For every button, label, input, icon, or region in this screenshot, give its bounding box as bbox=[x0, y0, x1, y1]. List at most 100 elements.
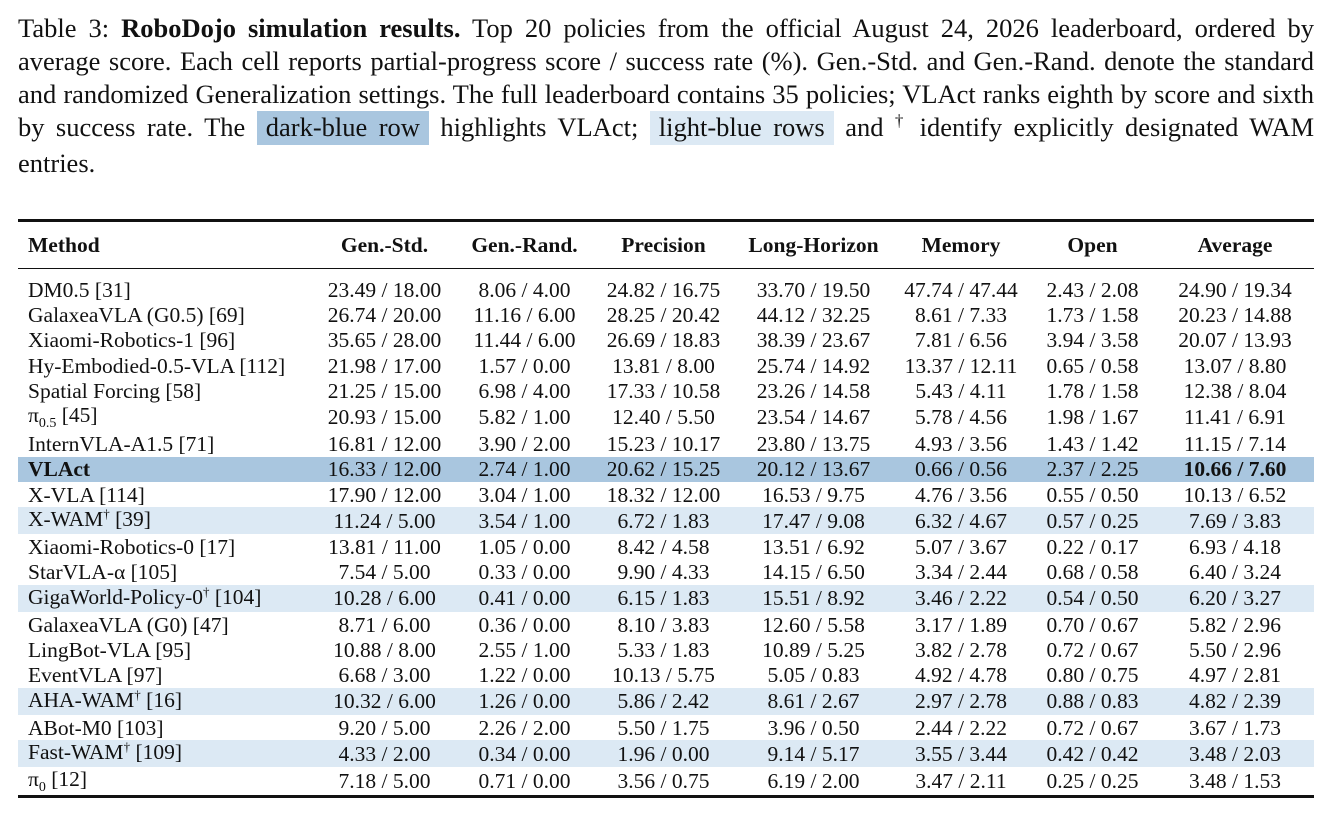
precision-cell: 15.23 / 10.17 bbox=[606, 432, 721, 457]
method-subscript: 0.5 bbox=[38, 416, 57, 432]
method-name: π bbox=[28, 767, 39, 792]
gen-std-cell: 6.68 / 3.00 bbox=[338, 663, 431, 688]
long-horizon-cell: 3.96 / 0.50 bbox=[767, 715, 860, 740]
citation-ref: [71] bbox=[173, 432, 215, 457]
table-row: EventVLA [97] 6.68 / 3.00 1.22 / 0.00 10.13… bbox=[18, 663, 1314, 688]
header-gen-std: Gen.-Std. bbox=[340, 232, 429, 257]
long-horizon-cell: 20.12 / 13.67 bbox=[734, 456, 893, 483]
average-cell: 24.90 / 19.34 bbox=[1178, 277, 1292, 302]
method-cell: Hy-Embodied-0.5-VLA [112] bbox=[18, 353, 313, 378]
open-cell: 0.70 / 0.67 bbox=[1046, 612, 1139, 637]
open-cell: 1.78 / 1.58 bbox=[1046, 378, 1139, 403]
method-cell: StarVLA-α [105] bbox=[18, 560, 313, 585]
results-table: Method Gen.-Std. Gen.-Rand. Precision Lo… bbox=[18, 222, 1314, 795]
precision-cell: 3.56 / 0.75 bbox=[617, 769, 710, 794]
table-row: LingBot-VLA [95] 10.88 / 8.00 2.55 / 1.00 5… bbox=[18, 637, 1314, 662]
caption-mid: highlights VLAct; bbox=[440, 112, 639, 142]
average-cell: 12.38 / 8.04 bbox=[1183, 378, 1287, 403]
method-name: GalaxeaVLA (G0.5) bbox=[28, 302, 204, 327]
open-cell: 1.43 / 1.42 bbox=[1046, 432, 1139, 457]
caption-title: RoboDojo simulation results. bbox=[121, 13, 461, 43]
method-cell: VLAct bbox=[18, 456, 313, 483]
table-row: GalaxeaVLA (G0) [47] 8.71 / 6.00 0.36 / 0.… bbox=[18, 612, 1314, 637]
gen-std-cell: 8.71 / 6.00 bbox=[338, 612, 431, 637]
gen-std-cell: 7.54 / 5.00 bbox=[338, 560, 431, 585]
dagger-mark: † bbox=[894, 111, 909, 130]
header-memory: Memory bbox=[921, 232, 1001, 257]
citation-ref: [104] bbox=[209, 584, 262, 609]
average-cell: 20.23 / 14.88 bbox=[1178, 302, 1292, 327]
long-horizon-cell: 25.74 / 14.92 bbox=[756, 353, 871, 378]
method-name: Spatial Forcing bbox=[28, 378, 160, 403]
average-cell: 10.66 / 7.60 bbox=[1156, 456, 1314, 483]
method-cell: GigaWorld-Policy-0† [104] bbox=[18, 583, 313, 612]
average-cell: 6.40 / 3.24 bbox=[1189, 560, 1281, 585]
gen-rand-cell: 2.55 / 1.00 bbox=[478, 637, 571, 662]
citation-ref: [114] bbox=[93, 482, 145, 507]
memory-cell: 3.17 / 1.89 bbox=[915, 612, 1007, 637]
method-subscript: 0 bbox=[38, 780, 46, 796]
caption-label: Table 3: bbox=[18, 13, 110, 43]
header-precision: Precision bbox=[621, 232, 706, 257]
memory-cell: 5.78 / 4.56 bbox=[915, 405, 1007, 430]
method-name: Fast-WAM bbox=[28, 740, 124, 765]
citation-ref: [16] bbox=[140, 687, 182, 712]
method-cell: LingBot-VLA [95] bbox=[18, 637, 313, 662]
gen-rand-cell: 0.71 / 0.00 bbox=[478, 769, 571, 794]
gen-std-cell: 13.81 / 11.00 bbox=[328, 535, 441, 560]
method-name: Xiaomi-Robotics-1 bbox=[28, 328, 195, 353]
memory-cell: 0.66 / 0.56 bbox=[893, 456, 1029, 483]
gen-std-cell: 26.74 / 20.00 bbox=[327, 302, 442, 327]
gen-rand-cell: 1.26 / 0.00 bbox=[456, 687, 593, 715]
header-average: Average bbox=[1197, 232, 1273, 257]
method-name: InternVLA-A1.5 bbox=[28, 432, 174, 457]
citation-ref: [39] bbox=[109, 507, 151, 532]
average-cell: 13.07 / 8.80 bbox=[1183, 353, 1287, 378]
long-horizon-cell: 38.39 / 23.67 bbox=[756, 328, 871, 353]
results-table-container: Method Gen.-Std. Gen.-Rand. Precision Lo… bbox=[18, 219, 1314, 799]
precision-cell: 5.50 / 1.75 bbox=[617, 715, 710, 740]
header-long-horizon: Long-Horizon bbox=[748, 232, 879, 257]
open-cell: 0.54 / 0.50 bbox=[1029, 584, 1156, 612]
method-name: LingBot-VLA bbox=[28, 637, 150, 662]
gen-std-cell: 20.93 / 15.00 bbox=[327, 405, 442, 430]
memory-cell: 13.37 / 12.11 bbox=[904, 353, 1018, 378]
method-name: DM0.5 bbox=[28, 277, 90, 302]
gen-std-cell: 11.24 / 5.00 bbox=[313, 507, 456, 535]
citation-ref: [47] bbox=[187, 612, 229, 637]
table-row: Spatial Forcing [58] 21.25 / 15.00 6.98 / … bbox=[18, 378, 1314, 403]
precision-cell: 10.13 / 5.75 bbox=[612, 663, 715, 688]
gen-std-cell: 21.98 / 17.00 bbox=[327, 353, 442, 378]
precision-cell: 20.62 / 15.25 bbox=[593, 456, 734, 483]
precision-cell: 18.32 / 12.00 bbox=[606, 482, 721, 507]
table-row: InternVLA-A1.5 [71] 16.81 / 12.00 3.90 / 2… bbox=[18, 431, 1314, 456]
method-cell: GalaxeaVLA (G0.5) [69] bbox=[18, 302, 313, 327]
average-cell: 3.48 / 1.53 bbox=[1189, 769, 1281, 794]
method-name: GigaWorld-Policy-0 bbox=[28, 584, 204, 609]
wam-dagger-mark: † bbox=[203, 583, 210, 599]
memory-cell: 3.47 / 2.11 bbox=[915, 769, 1007, 794]
gen-rand-cell: 0.36 / 0.00 bbox=[478, 612, 571, 637]
wam-dagger-mark: † bbox=[134, 686, 141, 702]
table-row: π0.5 [45] 20.93 / 15.00 5.82 / 1.00 12.40 /… bbox=[18, 403, 1314, 431]
method-cell: Spatial Forcing [58] bbox=[18, 378, 313, 403]
method-cell: X-VLA [114] bbox=[18, 482, 313, 507]
header-row: Method Gen.-Std. Gen.-Rand. Precision Lo… bbox=[18, 222, 1314, 269]
method-name: Xiaomi-Robotics-0 bbox=[28, 535, 195, 560]
dark-row-legend: dark-blue row bbox=[256, 111, 429, 145]
long-horizon-cell: 6.19 / 2.00 bbox=[767, 769, 860, 794]
gen-std-cell: 16.33 / 12.00 bbox=[313, 456, 456, 483]
memory-cell: 2.44 / 2.22 bbox=[915, 715, 1007, 740]
average-cell: 4.82 / 2.39 bbox=[1156, 687, 1314, 715]
gen-std-cell: 21.25 / 15.00 bbox=[327, 378, 442, 403]
gen-rand-cell: 3.54 / 1.00 bbox=[456, 507, 593, 535]
gen-rand-cell: 1.57 / 0.00 bbox=[478, 353, 571, 378]
table-caption: Table 3: RoboDojo simulation results. To… bbox=[18, 12, 1314, 180]
average-cell: 3.48 / 2.03 bbox=[1156, 740, 1314, 768]
long-horizon-cell: 16.53 / 9.75 bbox=[762, 482, 865, 507]
memory-cell: 4.76 / 3.56 bbox=[915, 482, 1007, 507]
open-cell: 0.22 / 0.17 bbox=[1046, 535, 1139, 560]
open-cell: 0.25 / 0.25 bbox=[1046, 769, 1139, 794]
precision-cell: 28.25 / 20.42 bbox=[606, 302, 721, 327]
gen-std-cell: 35.65 / 28.00 bbox=[327, 328, 442, 353]
